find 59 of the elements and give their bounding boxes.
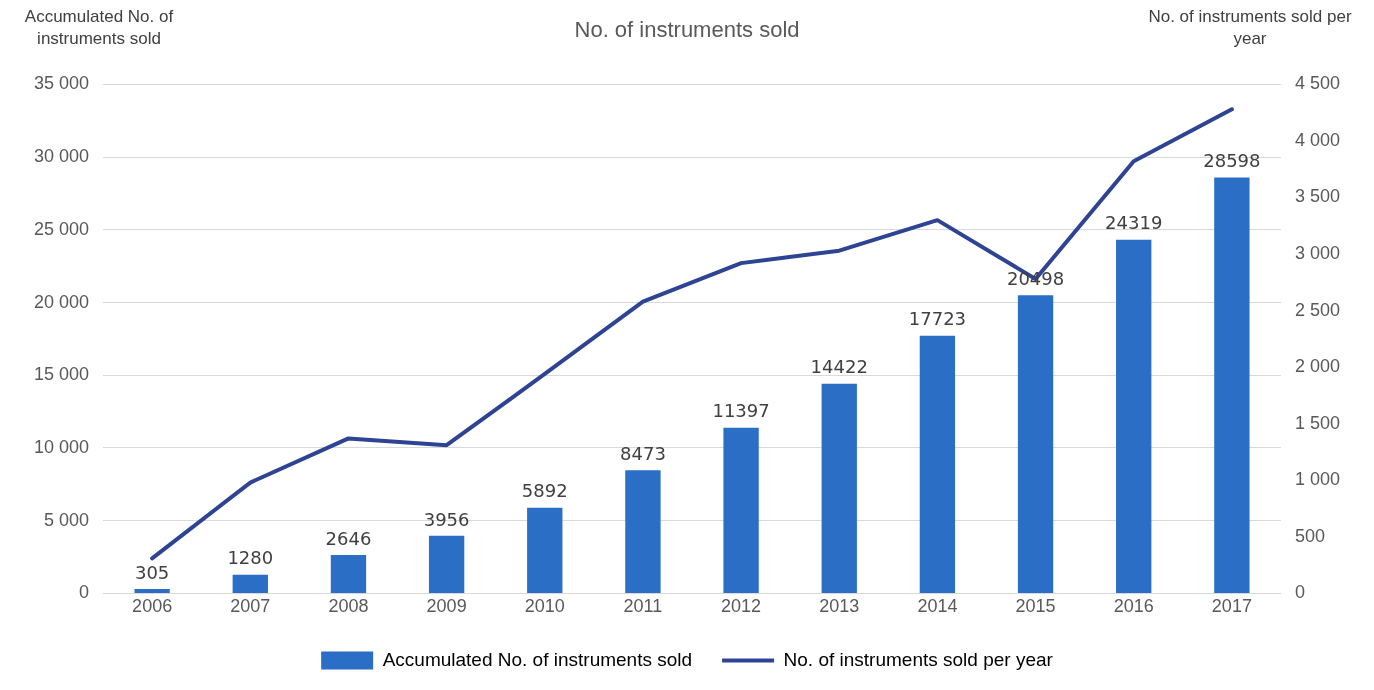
data-label: 1280 (227, 547, 274, 569)
y-tick-label: 30 000 (33, 146, 90, 167)
bar (1017, 295, 1054, 593)
data-label: 8473 (620, 442, 666, 464)
data-label: 2646 (325, 527, 372, 549)
x-tick-label: 2008 (328, 596, 369, 617)
data-label: 20498 (1006, 267, 1065, 289)
data-label: 24319 (1105, 212, 1163, 234)
y-tick-label: 25 000 (33, 218, 90, 239)
y2-tick-label: 500 (1294, 525, 1325, 546)
y-tick-label: 0 (79, 582, 90, 603)
data-label: 11397 (712, 400, 770, 422)
x-tick-label: 2017 (1211, 596, 1252, 617)
bar (723, 427, 759, 593)
chart-title: No. of instruments sold (574, 17, 800, 43)
x-tick-label: 2009 (426, 596, 467, 617)
bar (330, 554, 367, 593)
y-tick-label: 10 000 (33, 436, 90, 457)
y2-tick-label: 2 500 (1294, 299, 1340, 320)
y2-tick-label: 0 (1294, 582, 1305, 603)
bar (625, 470, 661, 593)
data-label: 3956 (423, 508, 470, 530)
data-label: 28598 (1203, 150, 1261, 172)
bar (821, 383, 857, 593)
y-axis-title: Accumulated No. of instruments sold (23, 6, 175, 50)
data-label: 17723 (908, 308, 967, 330)
legend-label: Accumulated No. of instruments sold (382, 648, 693, 670)
y2-axis-title: No. of instruments sold per year (1147, 6, 1353, 50)
x-tick-label: 2016 (1113, 596, 1154, 617)
x-tick-label: 2013 (819, 596, 860, 617)
bar (428, 535, 465, 593)
bar (527, 507, 563, 593)
x-tick-label: 2014 (917, 596, 958, 617)
y2-tick-label: 3 500 (1294, 186, 1340, 207)
y-tick-label: 15 000 (33, 364, 90, 385)
bar (919, 335, 956, 593)
y2-tick-label: 2 000 (1294, 356, 1340, 377)
x-tick-label: 2007 (230, 596, 271, 617)
bar (1116, 239, 1152, 593)
y2-tick-label: 1 500 (1294, 412, 1340, 433)
data-label: 305 (134, 561, 170, 583)
y-tick-label: 20 000 (33, 291, 90, 312)
y2-tick-label: 3 000 (1294, 243, 1340, 264)
y2-tick-label: 4 500 (1294, 73, 1340, 94)
y-tick-label: 5 000 (44, 509, 90, 530)
y2-tick-label: 1 000 (1294, 469, 1340, 490)
x-tick-label: 2011 (623, 596, 663, 617)
x-tick-label: 2006 (132, 596, 173, 617)
x-tick-label: 2010 (524, 596, 565, 617)
y2-tick-label: 4 000 (1294, 129, 1340, 150)
y-tick-label: 35 000 (33, 73, 90, 94)
bar (232, 574, 268, 593)
data-label: 5892 (521, 480, 568, 502)
data-label: 14422 (810, 356, 868, 378)
x-tick-label: 2015 (1015, 596, 1056, 617)
bar (134, 588, 170, 593)
bar (1214, 177, 1250, 593)
legend-label: No. of instruments sold per year (783, 648, 1054, 670)
x-tick-label: 2012 (721, 596, 762, 617)
